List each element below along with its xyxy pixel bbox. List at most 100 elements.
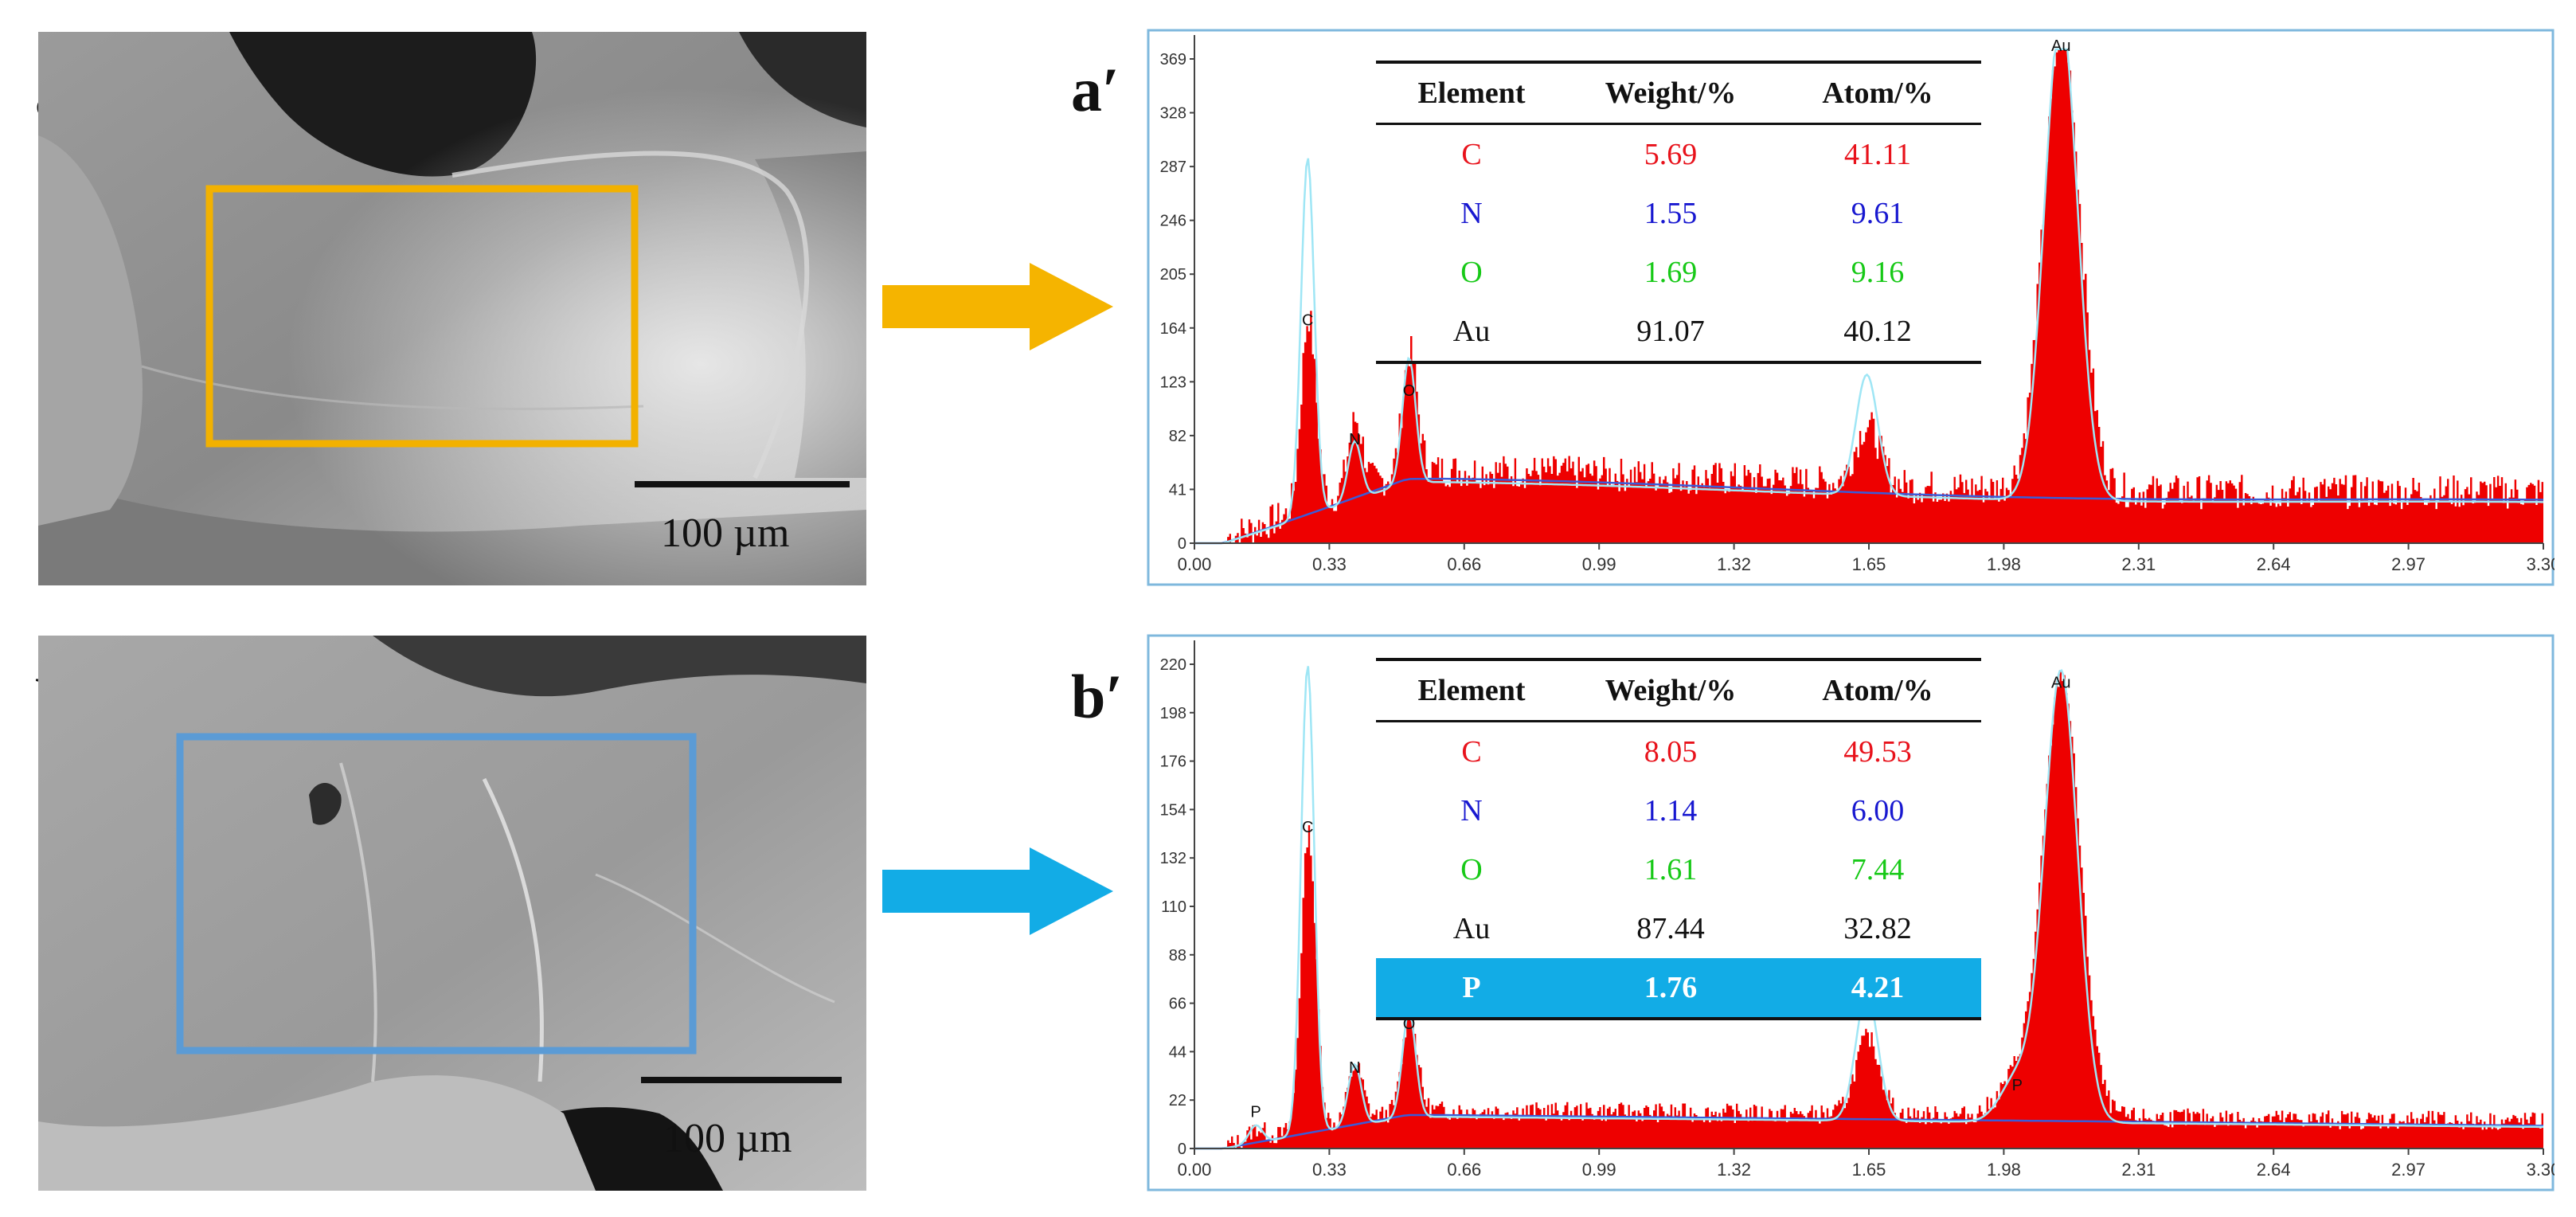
y-tick-label: 328	[1160, 105, 1186, 123]
scalebar-line-a	[635, 481, 850, 487]
composition-table-a: Element Weight/% Atom/% C 5.69 41.11 N 1…	[1376, 61, 1981, 364]
y-tick-label: 164	[1160, 320, 1186, 338]
peak-label: C	[1302, 819, 1313, 836]
table-b-cell: 87.44	[1636, 912, 1705, 945]
x-tick-label: 2.64	[2257, 1160, 2291, 1180]
table-a-cell: N	[1460, 197, 1483, 230]
table-b-cell: 49.53	[1843, 735, 1912, 769]
table-a-cell: O	[1460, 256, 1483, 289]
table-a-cell: C	[1461, 138, 1482, 171]
peak-label: O	[1403, 1015, 1416, 1033]
table-b-header-weight: Weight/%	[1567, 658, 1774, 722]
table-b-header-atom: Atom/%	[1774, 658, 1981, 722]
sem-image-a	[38, 32, 866, 585]
arrow-a-icon	[882, 263, 1113, 350]
peak-label: C	[1302, 311, 1313, 329]
x-tick-label: 1.98	[1987, 554, 2021, 574]
x-tick-label: 1.65	[1852, 1160, 1886, 1180]
table-b-cell: C	[1461, 735, 1482, 769]
spectrum-counts-area	[1194, 49, 2543, 544]
table-b-cell: Au	[1452, 912, 1491, 945]
y-tick-label: 88	[1169, 947, 1186, 965]
x-tick-label: 0.33	[1312, 554, 1347, 574]
table-a-header-element: Element	[1376, 61, 1567, 125]
x-tick-label: 1.32	[1717, 554, 1751, 574]
table-b-cell: 1.14	[1644, 794, 1698, 828]
y-tick-label: 66	[1169, 996, 1186, 1013]
x-tick-label: 1.98	[1987, 1160, 2021, 1180]
roi-box-b	[176, 733, 697, 1055]
peak-label: N	[1349, 431, 1360, 448]
table-b-cell: 8.05	[1644, 735, 1698, 769]
x-tick-label: 0.33	[1312, 1160, 1347, 1180]
composition-table-b: Element Weight/% Atom/% C 8.05 49.53 N 1…	[1376, 658, 1981, 1020]
x-tick-label: 0.66	[1447, 554, 1481, 574]
y-tick-label: 22	[1169, 1092, 1186, 1109]
table-a-cell: Au	[1376, 302, 1567, 364]
x-tick-label: 1.32	[1717, 1160, 1751, 1180]
table-a-cell: 9.61	[1851, 197, 1905, 230]
table-a-header-atom: Atom/%	[1774, 61, 1981, 125]
y-tick-label: 110	[1161, 898, 1186, 916]
y-tick-label: 82	[1169, 428, 1186, 445]
table-a-cell: 9.16	[1851, 256, 1905, 289]
scalebar-line-b	[641, 1077, 842, 1083]
y-tick-label: 220	[1160, 656, 1186, 674]
scalebar-label-a: 100 µm	[661, 511, 790, 556]
peak-label: Au	[2051, 674, 2070, 691]
x-tick-label: 0.00	[1178, 554, 1212, 574]
x-tick-label: 1.65	[1852, 554, 1886, 574]
scalebar-label-b: 100 µm	[663, 1116, 792, 1161]
table-a-cell: 1.55	[1644, 197, 1698, 230]
y-tick-label: 369	[1160, 51, 1186, 68]
y-tick-label: 154	[1160, 801, 1186, 819]
table-b-cell: 1.61	[1644, 853, 1698, 886]
x-tick-label: 2.64	[2257, 554, 2291, 574]
x-tick-label: 0.99	[1582, 554, 1616, 574]
x-tick-label: 3.30	[2527, 1160, 2555, 1180]
eds-spectrum-b: 0 22 44 66 88 110 132 154 176 198 220 0.00 0.33 0.66 0…	[1147, 634, 2555, 1192]
sem-image-b	[38, 636, 866, 1191]
table-a-cell: 5.69	[1644, 138, 1698, 171]
x-tick-label: 0.00	[1178, 1160, 1212, 1180]
y-tick-label: 176	[1160, 753, 1186, 771]
table-b-cell: 7.44	[1851, 853, 1905, 886]
x-tick-label: 0.66	[1447, 1160, 1481, 1180]
x-tick-label: 2.97	[2391, 1160, 2426, 1180]
x-tick-label: 3.30	[2527, 554, 2555, 574]
peak-label: O	[1403, 382, 1416, 400]
panel-label-a-prime: a′	[1071, 55, 1120, 124]
table-b-cell-highlight: 4.21	[1774, 958, 1981, 1020]
y-tick-label: 41	[1169, 481, 1186, 499]
x-tick-label: 0.99	[1582, 1160, 1616, 1180]
table-b-cell: O	[1460, 853, 1483, 886]
background-fit-line	[1194, 1113, 2543, 1150]
y-tick-label: 246	[1160, 213, 1186, 230]
y-tick-label: 132	[1160, 850, 1186, 867]
spectrum-counts-area	[1194, 670, 2543, 1149]
y-tick-label: 0	[1178, 1141, 1186, 1158]
table-b-cell: 6.00	[1851, 794, 1905, 828]
x-tick-label: 2.97	[2391, 554, 2426, 574]
y-tick-label: 123	[1160, 374, 1186, 391]
x-tick-label: 2.31	[2121, 554, 2156, 574]
arrow-b-icon	[882, 847, 1113, 935]
table-b-cell: 32.82	[1843, 912, 1912, 945]
peak-label: N	[1349, 1059, 1360, 1077]
table-a-cell: 1.69	[1644, 256, 1698, 289]
peak-fit-line	[1194, 48, 2543, 545]
table-b-cell-highlight: P	[1376, 958, 1567, 1020]
table-a-header-weight: Weight/%	[1567, 61, 1774, 125]
background-fit-line	[1194, 477, 2544, 545]
y-tick-label: 287	[1160, 158, 1186, 176]
panel-label-b-prime: b′	[1071, 662, 1124, 731]
y-tick-label: 205	[1160, 266, 1186, 284]
peak-label: Au	[2051, 37, 2070, 55]
table-b-cell: N	[1460, 794, 1483, 828]
roi-box-a	[205, 185, 639, 448]
peak-label: P	[1250, 1103, 1261, 1121]
y-tick-label: 44	[1169, 1043, 1186, 1061]
y-tick-label: 198	[1160, 705, 1186, 722]
table-b-header-element: Element	[1376, 658, 1567, 722]
x-tick-label: 2.31	[2121, 1160, 2156, 1180]
